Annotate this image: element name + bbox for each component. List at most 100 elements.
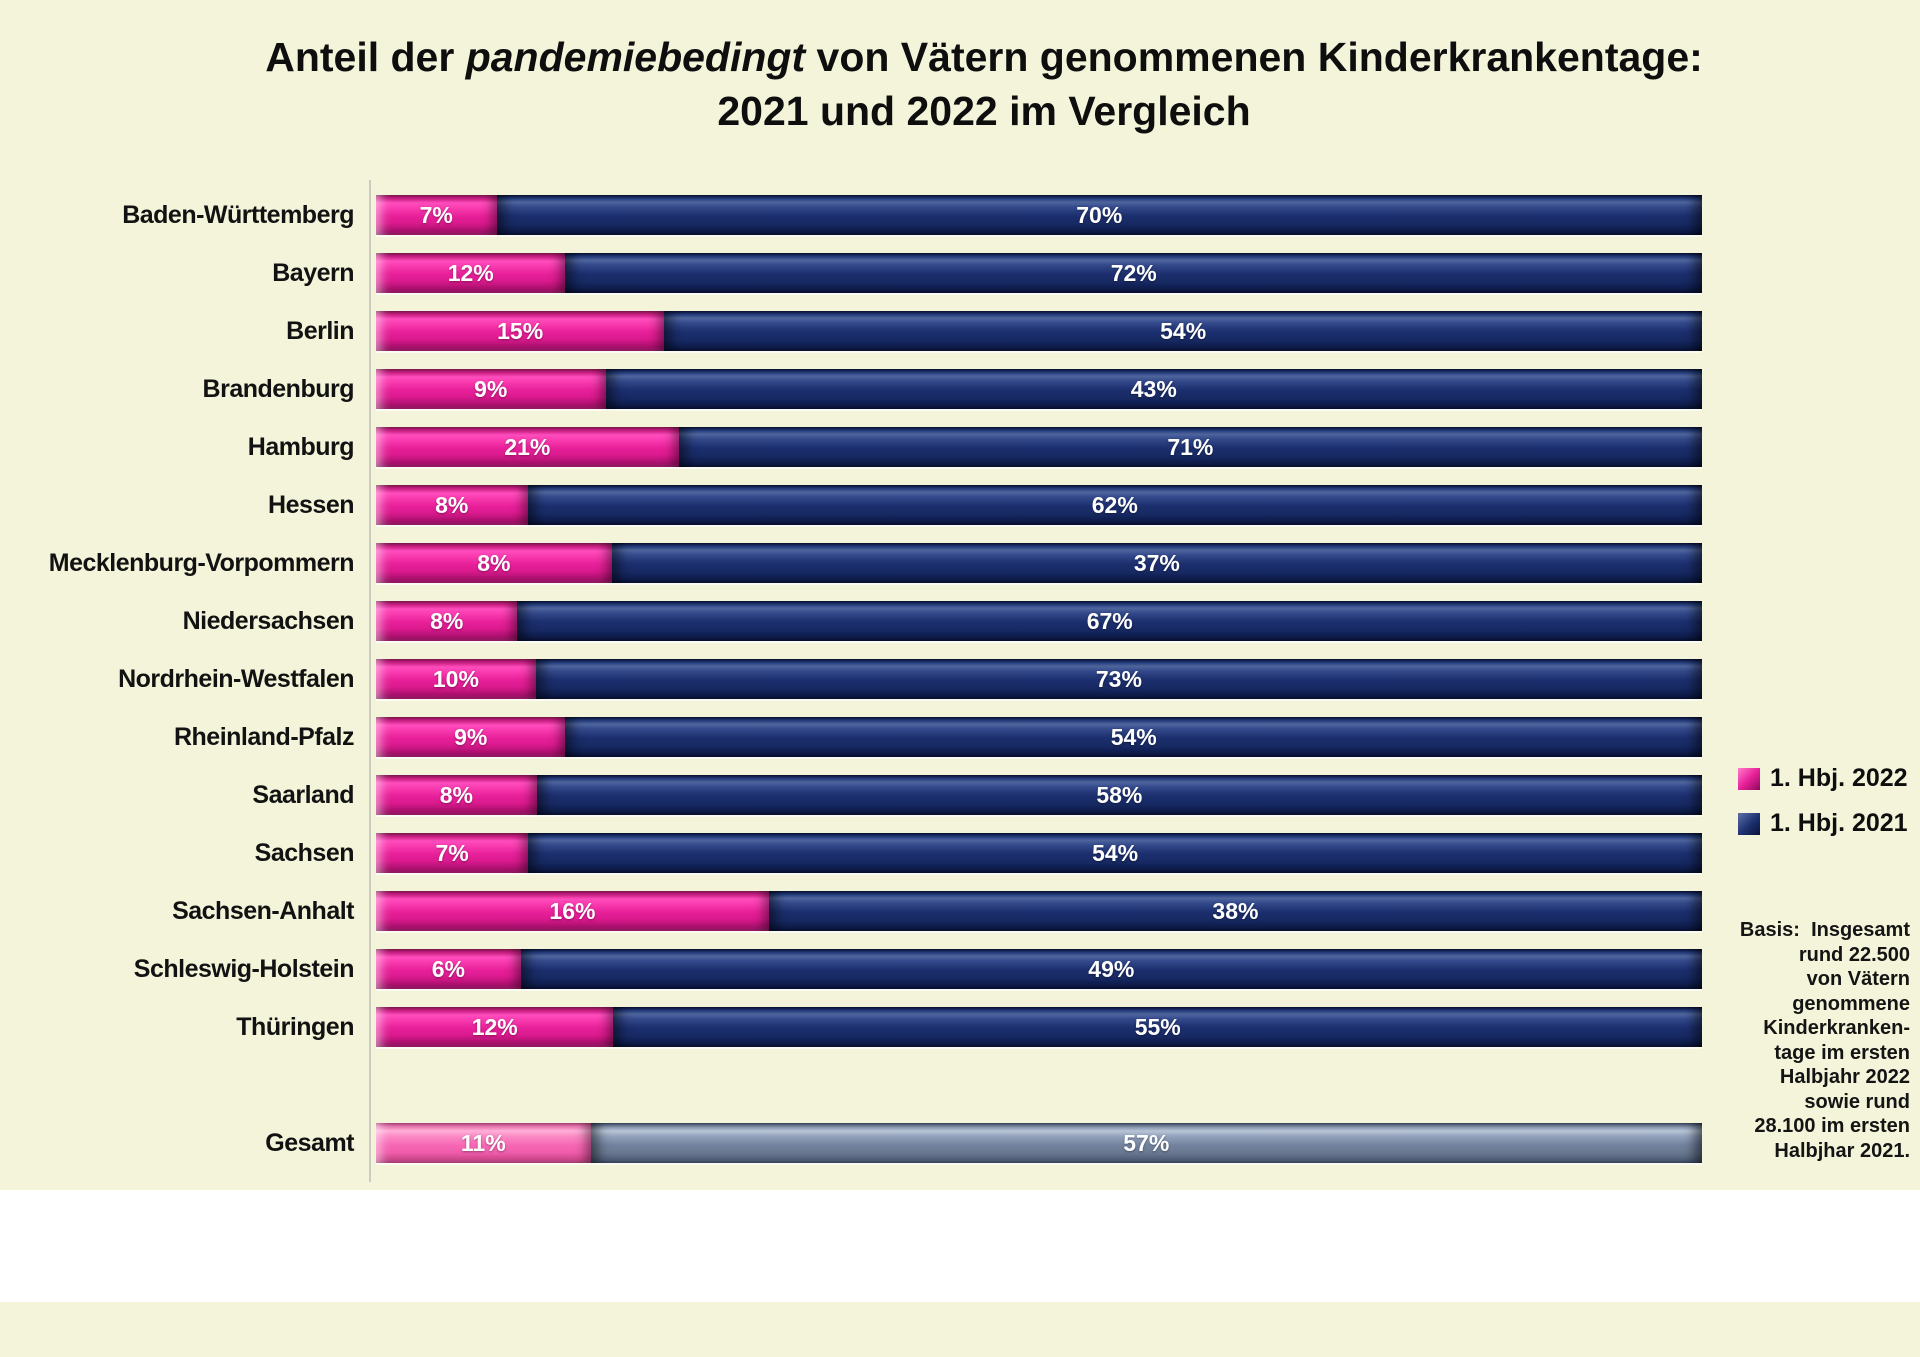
value-label-2021: 73% <box>1095 665 1142 692</box>
bar-segment-2022: 15% <box>376 311 665 351</box>
basis-note-line: Basis: Insgesamt <box>1739 919 1910 941</box>
basis-note-line: Kinderkranken- <box>1763 1017 1910 1039</box>
basis-note-line: Halbjhar 2021. <box>1774 1139 1910 1162</box>
value-label-2022: 10% <box>432 665 479 692</box>
bar-segment-2022: 8% <box>376 485 528 525</box>
bar-segment-2022: 9% <box>376 717 566 757</box>
bar-segment-2021: 57% <box>590 1123 1702 1163</box>
value-label-2021: 71% <box>1167 433 1214 460</box>
bar-segment-2022: 11% <box>376 1123 591 1163</box>
bar-segment-2022: 9% <box>376 369 606 409</box>
value-label-2021: 54% <box>1160 317 1207 344</box>
footer-band: KKH Kaufmännische Krankenkasse <box>0 1190 1920 1302</box>
chart-row: Mecklenburg-Vorpommern 8% 37% <box>0 534 1760 592</box>
value-label-2022: 8% <box>430 607 464 634</box>
value-label-2022: 21% <box>504 433 551 460</box>
bar-segment-2022: 6% <box>376 949 521 989</box>
basis-note-line: genommene <box>1792 992 1910 1015</box>
category-label: Baden-Württemberg <box>122 200 354 229</box>
chart-row: Bayern 12% 72% <box>0 244 1760 302</box>
bar-track: 12% 55% <box>376 1007 1702 1047</box>
basis-note-line: von Vätern <box>1806 968 1910 990</box>
value-label-2022: 6% <box>431 955 465 982</box>
basis-note-line: 28.100 im ersten <box>1754 1115 1910 1137</box>
chart-row: Schleswig-Holstein 6% 49% <box>0 940 1760 998</box>
category-label: Hessen <box>268 490 354 519</box>
value-label-2021: 72% <box>1110 259 1157 286</box>
bar-track: 16% 38% <box>376 891 1702 931</box>
chart-row: Nordrhein-Westfalen 10% 73% <box>0 650 1760 708</box>
bar-track: 15% 54% <box>376 311 1702 351</box>
legend: 1. Hbj. 2022 1. Hbj. 2021 <box>1738 764 1908 854</box>
category-label: Hamburg <box>247 432 355 461</box>
bar-track: 6% 49% <box>376 949 1702 989</box>
category-label: Thüringen <box>236 1012 354 1041</box>
value-label-2022: 7% <box>435 839 469 866</box>
chart-title: Anteil der pandemiebedingt von Vätern ge… <box>0 30 1920 138</box>
chart-row: Berlin 15% 54% <box>0 302 1760 360</box>
value-label-2022: 8% <box>435 491 469 518</box>
value-label-2022: 8% <box>477 549 511 576</box>
value-label-2021: 37% <box>1133 549 1180 576</box>
category-label: Rheinland-Pfalz <box>173 722 355 751</box>
y-axis-line <box>369 180 371 1182</box>
bar-chart: Baden-Württemberg 7% 70% Bayern 12% 72% Berlin… <box>0 180 1760 1182</box>
bar-segment-2021: 62% <box>527 485 1702 525</box>
category-label: Saarland <box>252 780 354 809</box>
legend-marker-icon <box>1738 767 1760 790</box>
bar-track: 10% 73% <box>376 659 1702 699</box>
bar-segment-2021: 70% <box>496 195 1702 235</box>
bar-segment-2021: 55% <box>613 1007 1702 1047</box>
category-label: Sachsen <box>254 838 355 867</box>
bar-segment-2021: 72% <box>565 253 1702 293</box>
bar-segment-2022: 21% <box>376 427 679 467</box>
bar-segment-2022: 8% <box>376 775 537 815</box>
bar-segment-2022: 12% <box>376 1007 614 1047</box>
value-label-2021: 49% <box>1088 955 1135 982</box>
chart-row: Hamburg 21% 71% <box>0 418 1760 476</box>
value-label-2022: 11% <box>460 1129 506 1156</box>
value-label-2022: 7% <box>419 201 453 228</box>
basis-note: Basis: Insgesamt rund 22.500 von Vätern gen… <box>1730 918 1910 1163</box>
chart-row-total: Gesamt 11% 57% <box>0 1114 1760 1172</box>
value-label-2022: 12% <box>447 259 494 286</box>
value-label-2022: 9% <box>454 723 488 750</box>
title-text-part2: von Vätern genommenen Kinderkrankentage: <box>805 34 1703 80</box>
bar-segment-2021: 67% <box>517 601 1702 641</box>
chart-row: Sachsen 7% 54% <box>0 824 1760 882</box>
bar-segment-2021: 43% <box>605 369 1702 409</box>
category-label: Bayern <box>272 258 354 287</box>
chart-row: Sachsen-Anhalt 16% 38% <box>0 882 1760 940</box>
category-label: Schleswig-Holstein <box>133 954 355 983</box>
value-label-2022: 16% <box>549 897 596 924</box>
bar-segment-2022: 7% <box>376 833 529 873</box>
bar-segment-2021: 58% <box>536 775 1702 815</box>
bar-segment-2021: 54% <box>664 311 1702 351</box>
value-label-2022: 9% <box>474 375 508 402</box>
bar-segment-2021: 54% <box>565 717 1702 757</box>
legend-label: 1. Hbj. 2022 <box>1770 764 1908 792</box>
category-label: Brandenburg <box>202 374 355 403</box>
basis-note-line: sowie rund <box>1804 1090 1910 1113</box>
value-label-2022: 12% <box>471 1013 518 1040</box>
bar-segment-2021: 49% <box>520 949 1702 989</box>
bar-track: 12% 72% <box>376 253 1702 293</box>
value-label-2021: 54% <box>1110 723 1157 750</box>
value-label-2022: 15% <box>497 317 544 344</box>
legend-label: 1. Hbj. 2021 <box>1770 809 1908 837</box>
chart-row: Baden-Württemberg 7% 70% <box>0 186 1760 244</box>
basis-note-line: rund 22.500 <box>1798 943 1910 966</box>
category-label: Mecklenburg-Vorpommern <box>48 548 355 577</box>
value-label-2021: 70% <box>1076 201 1123 228</box>
bar-segment-2022: 16% <box>376 891 769 931</box>
value-label-2021: 55% <box>1134 1013 1181 1040</box>
legend-item: 1. Hbj. 2021 <box>1738 809 1908 838</box>
value-label-2021: 62% <box>1091 491 1138 518</box>
value-label-2021: 38% <box>1212 897 1259 924</box>
value-label-2021: 43% <box>1130 375 1177 402</box>
value-label-2021: 67% <box>1086 607 1133 634</box>
bar-track: 8% 62% <box>376 485 1702 525</box>
bar-track: 9% 43% <box>376 369 1702 409</box>
bar-segment-2022: 8% <box>376 543 612 583</box>
